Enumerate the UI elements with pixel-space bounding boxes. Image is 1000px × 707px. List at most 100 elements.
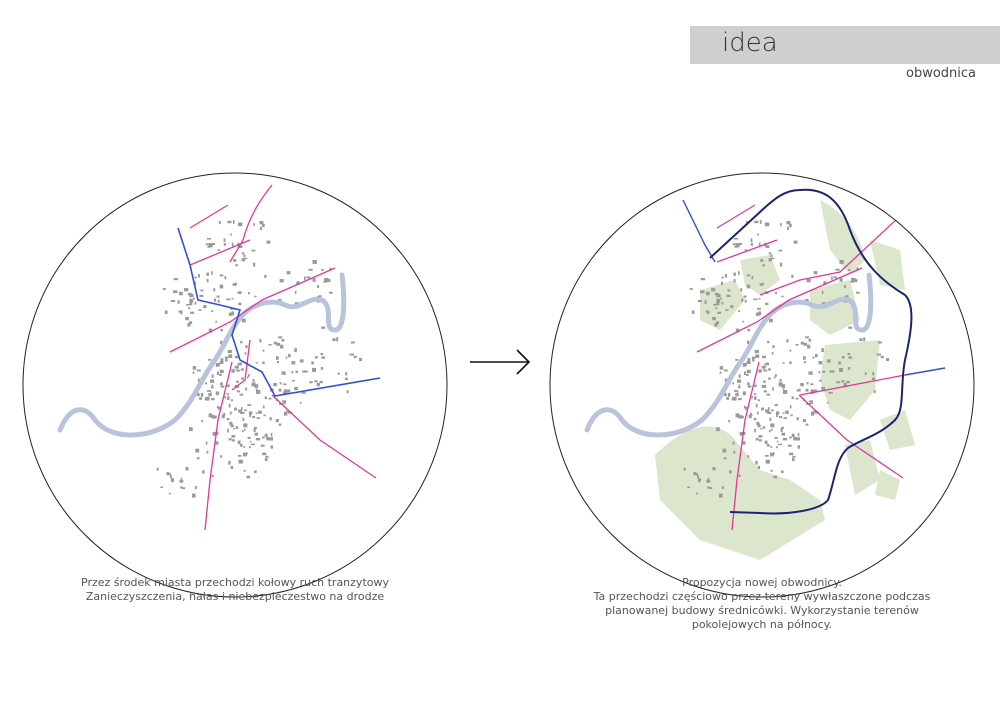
building xyxy=(746,360,751,364)
building xyxy=(808,338,812,342)
building xyxy=(245,345,248,349)
building xyxy=(796,417,799,421)
building xyxy=(185,317,189,321)
building xyxy=(189,298,194,303)
building xyxy=(838,361,841,365)
building xyxy=(240,340,243,344)
building xyxy=(738,384,741,388)
building xyxy=(192,493,196,498)
building xyxy=(242,452,247,457)
building xyxy=(712,317,716,321)
building xyxy=(754,396,757,400)
building xyxy=(787,226,789,231)
building xyxy=(720,281,723,286)
building xyxy=(228,438,232,441)
building xyxy=(255,412,258,414)
building xyxy=(286,389,291,393)
building xyxy=(227,349,232,354)
building xyxy=(189,427,193,432)
building xyxy=(759,283,764,286)
building xyxy=(719,371,722,374)
building xyxy=(248,374,250,377)
building xyxy=(818,361,823,365)
building xyxy=(683,467,686,471)
building xyxy=(255,388,258,390)
building xyxy=(800,383,804,387)
building xyxy=(351,341,355,344)
building xyxy=(768,407,770,411)
building xyxy=(786,221,791,225)
building xyxy=(306,276,311,279)
building xyxy=(177,300,180,304)
building xyxy=(747,340,750,345)
building xyxy=(707,477,710,482)
building xyxy=(821,290,824,295)
building xyxy=(259,221,264,225)
caption-line: Propozycja nowej obwodnicy. xyxy=(682,576,842,589)
building xyxy=(237,291,242,294)
building xyxy=(198,309,202,311)
building xyxy=(738,374,741,378)
building xyxy=(299,359,304,363)
building xyxy=(821,386,825,391)
building xyxy=(283,389,287,394)
building xyxy=(329,291,333,294)
building xyxy=(778,249,783,252)
building xyxy=(196,457,200,460)
building xyxy=(204,398,209,400)
building xyxy=(839,278,843,282)
building xyxy=(719,366,724,370)
building xyxy=(823,281,827,285)
building xyxy=(737,379,742,383)
building xyxy=(226,418,230,421)
building xyxy=(221,414,225,419)
building xyxy=(285,410,290,413)
building xyxy=(236,390,240,393)
building xyxy=(886,358,889,361)
building xyxy=(780,223,782,227)
building xyxy=(705,310,710,313)
building xyxy=(252,379,255,382)
building xyxy=(781,384,786,388)
building xyxy=(201,419,204,423)
building xyxy=(856,268,859,271)
building xyxy=(238,245,243,248)
building xyxy=(211,310,214,313)
building xyxy=(226,384,230,387)
building xyxy=(833,276,838,279)
building xyxy=(173,278,179,281)
building xyxy=(733,238,739,240)
building xyxy=(765,459,770,464)
building xyxy=(208,243,212,247)
building xyxy=(750,238,753,243)
building xyxy=(741,298,744,302)
building xyxy=(184,288,189,292)
building xyxy=(742,320,745,323)
building xyxy=(202,470,205,474)
building xyxy=(695,492,698,495)
caption-proposal: Propozycja nowej obwodnicy. Ta przechodz… xyxy=(552,576,972,632)
building xyxy=(789,223,792,228)
building xyxy=(727,289,731,292)
building xyxy=(229,421,233,425)
building xyxy=(737,386,741,389)
building xyxy=(216,295,220,298)
building xyxy=(755,460,758,465)
building xyxy=(253,428,256,432)
building xyxy=(848,269,851,271)
building xyxy=(189,301,193,306)
building xyxy=(291,380,295,382)
building xyxy=(206,278,209,283)
building xyxy=(239,443,243,447)
building xyxy=(308,268,313,271)
building xyxy=(755,312,760,316)
building xyxy=(751,276,754,280)
building xyxy=(199,294,204,297)
building xyxy=(254,295,257,298)
building xyxy=(693,472,698,476)
building xyxy=(217,299,220,303)
building xyxy=(716,301,720,306)
building xyxy=(260,226,262,231)
building xyxy=(789,405,792,409)
building xyxy=(716,298,721,303)
